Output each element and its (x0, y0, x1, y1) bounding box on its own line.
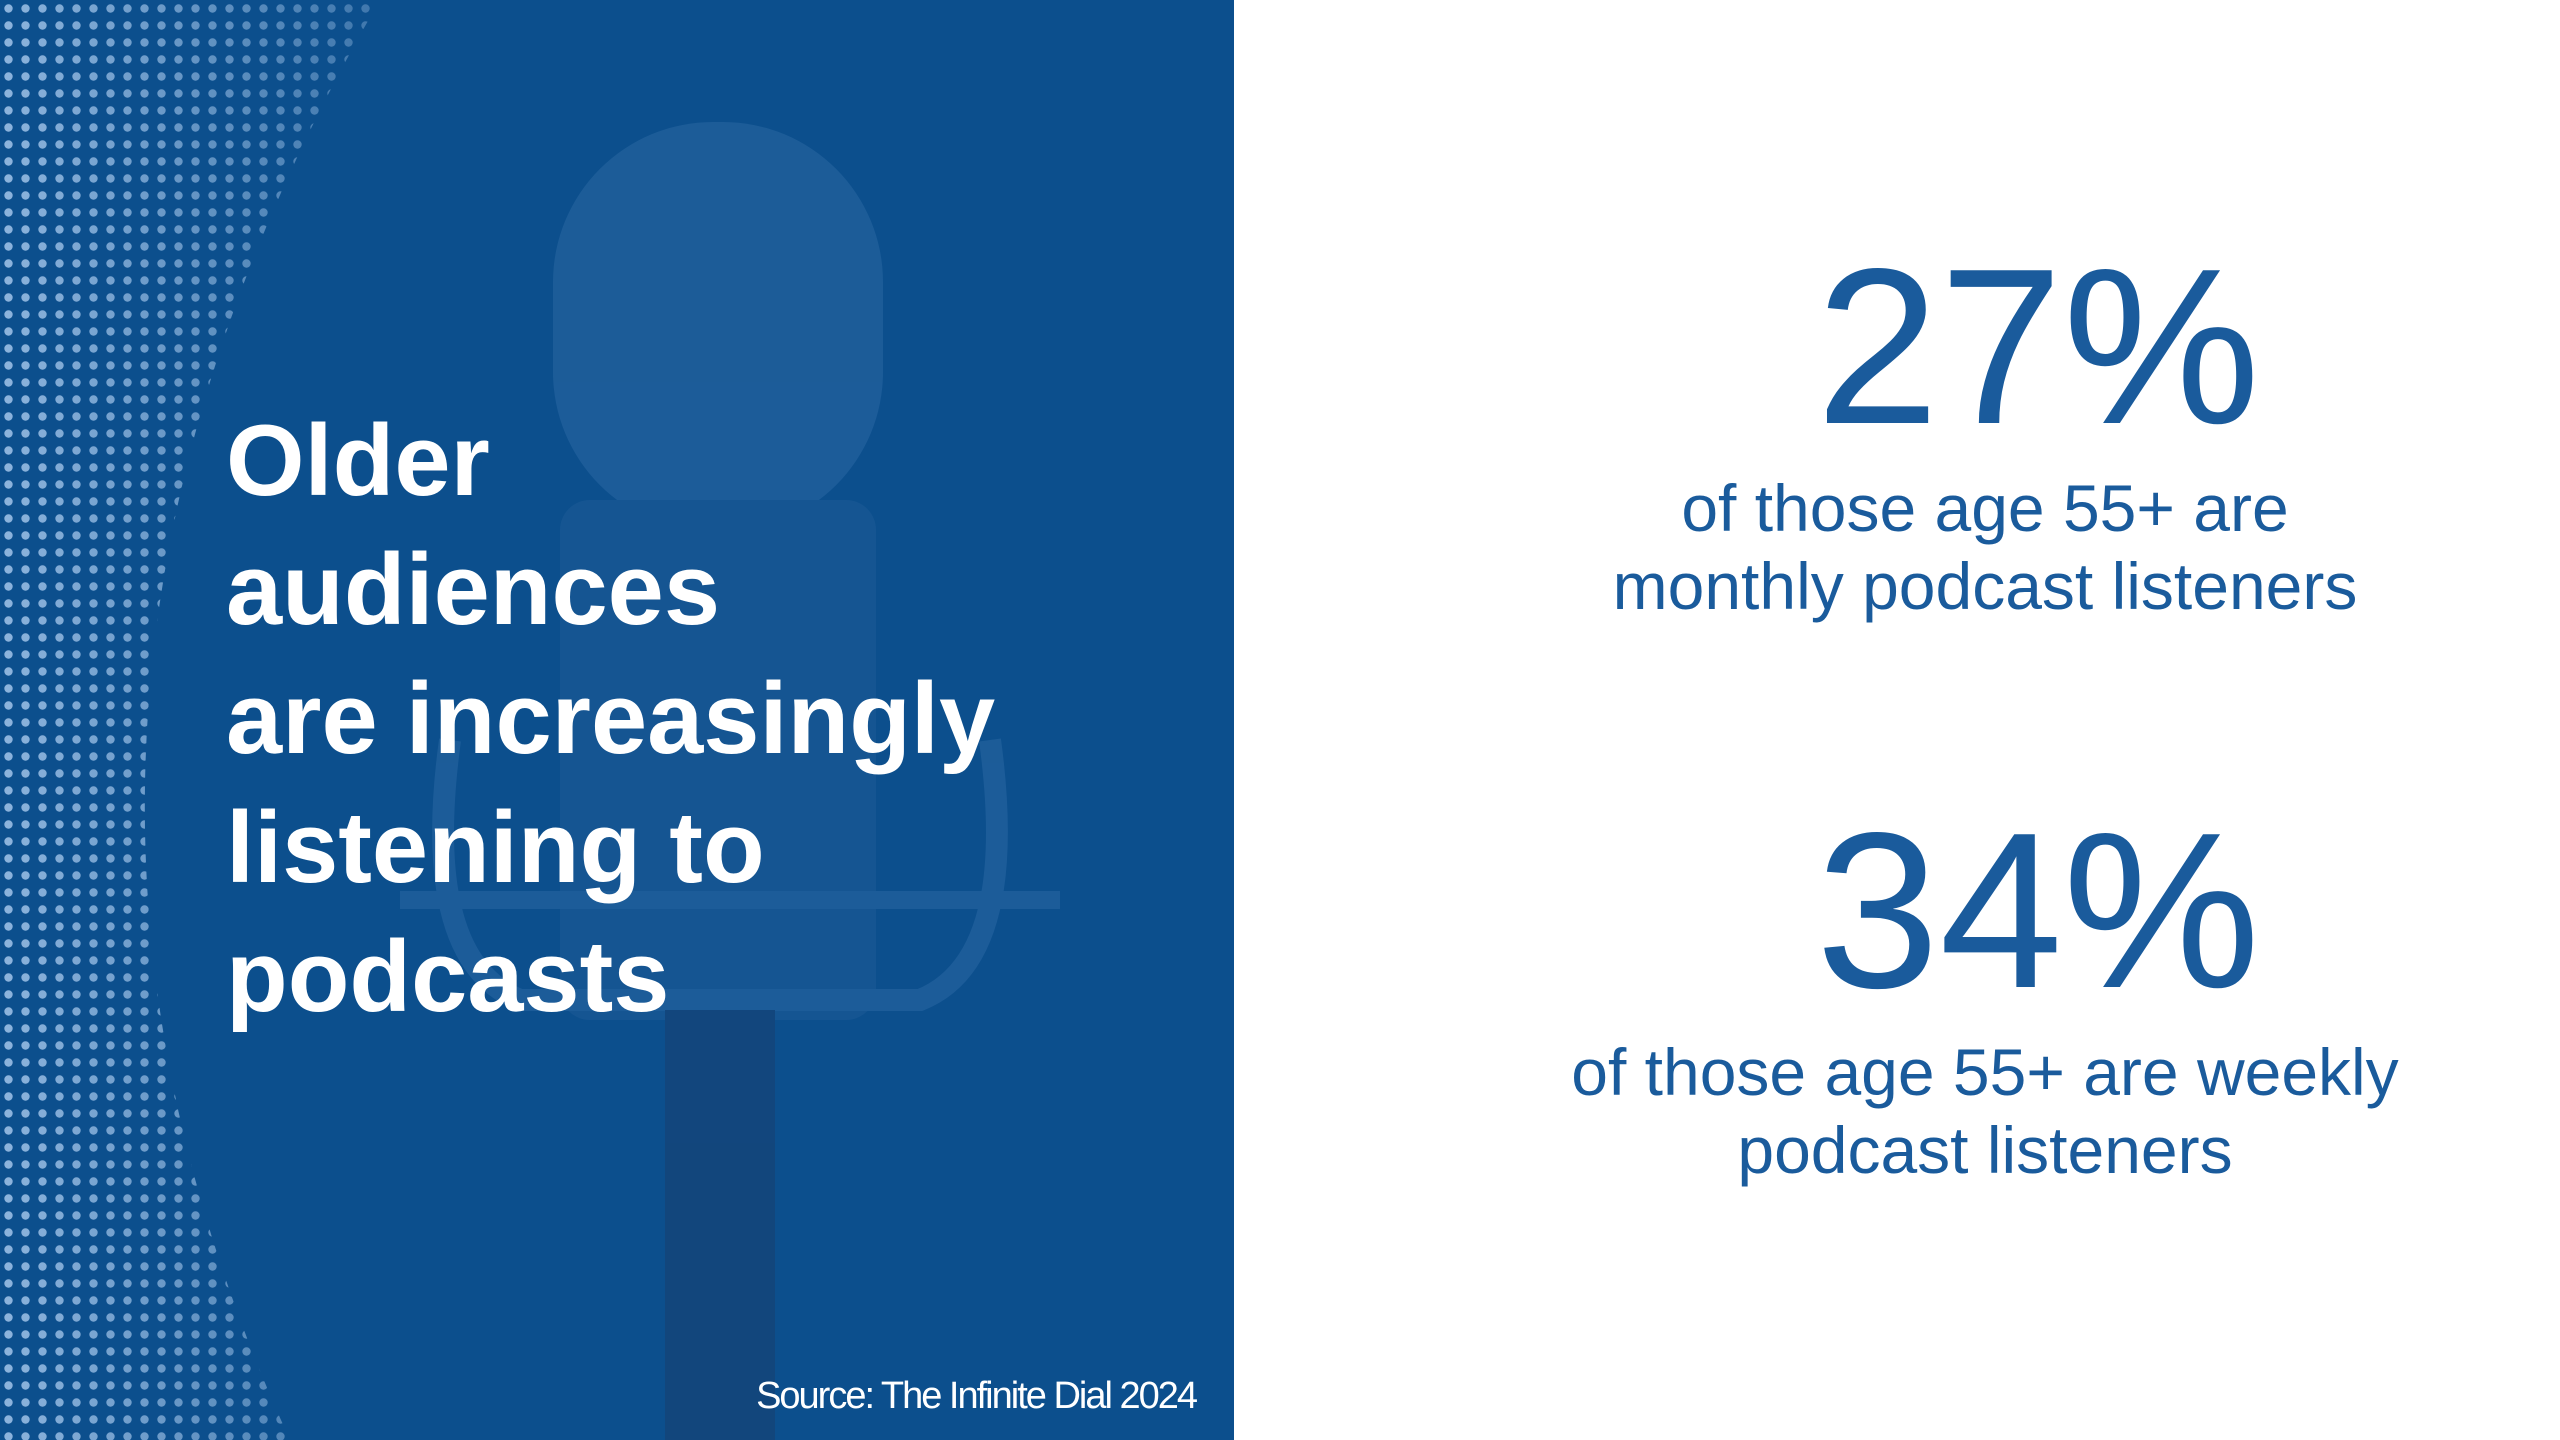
heading: Older audiences are increasingly listening … (226, 405, 995, 1033)
stat-value: 34% (1816, 787, 2260, 1035)
heading-line: listening to (226, 792, 765, 904)
heading-line: are increasingly (226, 663, 995, 775)
dot-pattern (0, 0, 400, 1440)
stat-text: podcast listeners (1737, 1113, 2232, 1187)
stat-text: of those age 55+ are weekly (1571, 1035, 2398, 1109)
heading-line: audiences (226, 534, 720, 646)
stat-value: 27% (1816, 223, 2260, 471)
microphone (400, 122, 1060, 1440)
heading-line: Older (226, 405, 490, 517)
stat-text: monthly podcast listeners (1613, 549, 2358, 623)
source: Source: The Infinite Dial 2024 (756, 1375, 1198, 1417)
stat-text: of those age 55+ are (1681, 471, 2288, 545)
heading-line: podcasts (226, 921, 669, 1033)
